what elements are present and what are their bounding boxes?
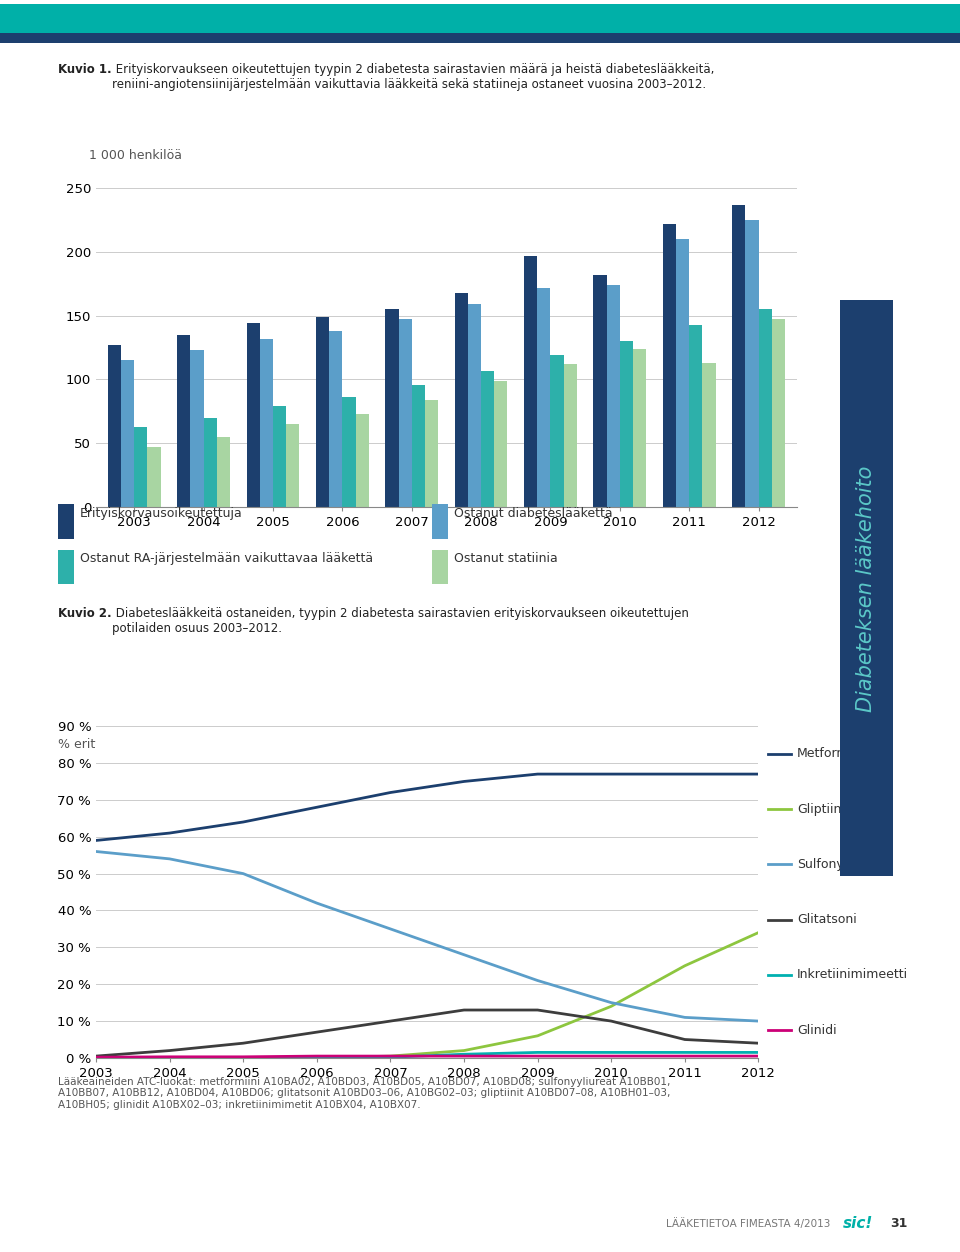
- Bar: [412, 384, 425, 507]
- Text: Gliptiini: Gliptiini: [797, 803, 845, 815]
- Text: Ostanut statiinia: Ostanut statiinia: [454, 552, 558, 566]
- Bar: [620, 341, 633, 507]
- Text: Lääkeaineiden ATC-luokat: metformiini A10BA02, A10BD03, A10BD05, A10BD07, A10BD0: Lääkeaineiden ATC-luokat: metformiini A1…: [58, 1077, 670, 1111]
- Text: Diabeteslääkkeitä ostaneiden, tyypin 2 diabetesta sairastavien erityiskorvauksee: Diabeteslääkkeitä ostaneiden, tyypin 2 d…: [111, 607, 688, 635]
- Bar: [329, 331, 343, 507]
- Bar: [663, 224, 676, 507]
- Bar: [758, 309, 772, 507]
- Bar: [217, 437, 229, 507]
- Text: Sulfonyyliurea: Sulfonyyliurea: [797, 858, 886, 871]
- Text: Kuvio 2.: Kuvio 2.: [58, 607, 111, 620]
- Bar: [676, 239, 689, 507]
- Bar: [703, 363, 715, 507]
- Bar: [178, 334, 190, 507]
- Bar: [432, 550, 448, 583]
- Bar: [732, 204, 746, 507]
- Bar: [273, 406, 286, 507]
- Text: Glitatsoni: Glitatsoni: [797, 913, 857, 926]
- Bar: [481, 371, 494, 507]
- Bar: [746, 220, 758, 507]
- Bar: [468, 304, 481, 507]
- Bar: [286, 424, 300, 507]
- Bar: [607, 285, 620, 507]
- Text: Erityiskorvausoikeutettuja: Erityiskorvausoikeutettuja: [80, 507, 243, 521]
- Text: % erityiskorvausoikeutetuista: % erityiskorvausoikeutetuista: [58, 739, 243, 751]
- Bar: [432, 505, 448, 538]
- Text: sic!: sic!: [843, 1217, 874, 1231]
- Bar: [147, 447, 160, 507]
- Text: 1 000 henkilöä: 1 000 henkilöä: [89, 149, 182, 162]
- Bar: [564, 364, 577, 507]
- Text: Ostanut RA-järjestelmään vaikuttavaa lääkettä: Ostanut RA-järjestelmään vaikuttavaa lää…: [80, 552, 373, 566]
- Bar: [455, 293, 468, 507]
- Bar: [550, 356, 564, 507]
- Bar: [343, 397, 355, 507]
- Bar: [385, 309, 398, 507]
- Bar: [247, 323, 260, 507]
- Bar: [190, 351, 204, 507]
- Text: Glinidi: Glinidi: [797, 1024, 837, 1037]
- Text: Erityiskorvaukseen oikeutettujen tyypin 2 diabetesta sairastavien määrä ja heist: Erityiskorvaukseen oikeutettujen tyypin …: [111, 63, 714, 90]
- Bar: [58, 505, 74, 538]
- Bar: [425, 399, 438, 507]
- Bar: [593, 275, 607, 507]
- Bar: [355, 414, 369, 507]
- Bar: [538, 288, 550, 507]
- Bar: [316, 317, 329, 507]
- Bar: [772, 319, 785, 507]
- Text: Ostanut diabeteslääkettä: Ostanut diabeteslääkettä: [454, 507, 613, 521]
- Bar: [633, 349, 646, 507]
- Text: Diabeteksen lääkehoito: Diabeteksen lääkehoito: [856, 466, 876, 711]
- Bar: [108, 346, 121, 507]
- Bar: [524, 255, 538, 507]
- Bar: [689, 324, 703, 507]
- Bar: [260, 338, 273, 507]
- Text: Metformiini: Metformiini: [797, 747, 868, 760]
- Text: 31: 31: [890, 1217, 907, 1231]
- Bar: [494, 381, 508, 507]
- Text: Kuvio 1.: Kuvio 1.: [58, 63, 111, 75]
- Bar: [204, 418, 217, 507]
- Bar: [398, 319, 412, 507]
- Bar: [134, 427, 147, 507]
- Bar: [121, 361, 134, 507]
- Text: Inkretiinimimeetti: Inkretiinimimeetti: [797, 969, 908, 982]
- Bar: [58, 550, 74, 583]
- Text: LÄÄKETIETOA FIMEASTA 4/2013: LÄÄKETIETOA FIMEASTA 4/2013: [666, 1218, 830, 1229]
